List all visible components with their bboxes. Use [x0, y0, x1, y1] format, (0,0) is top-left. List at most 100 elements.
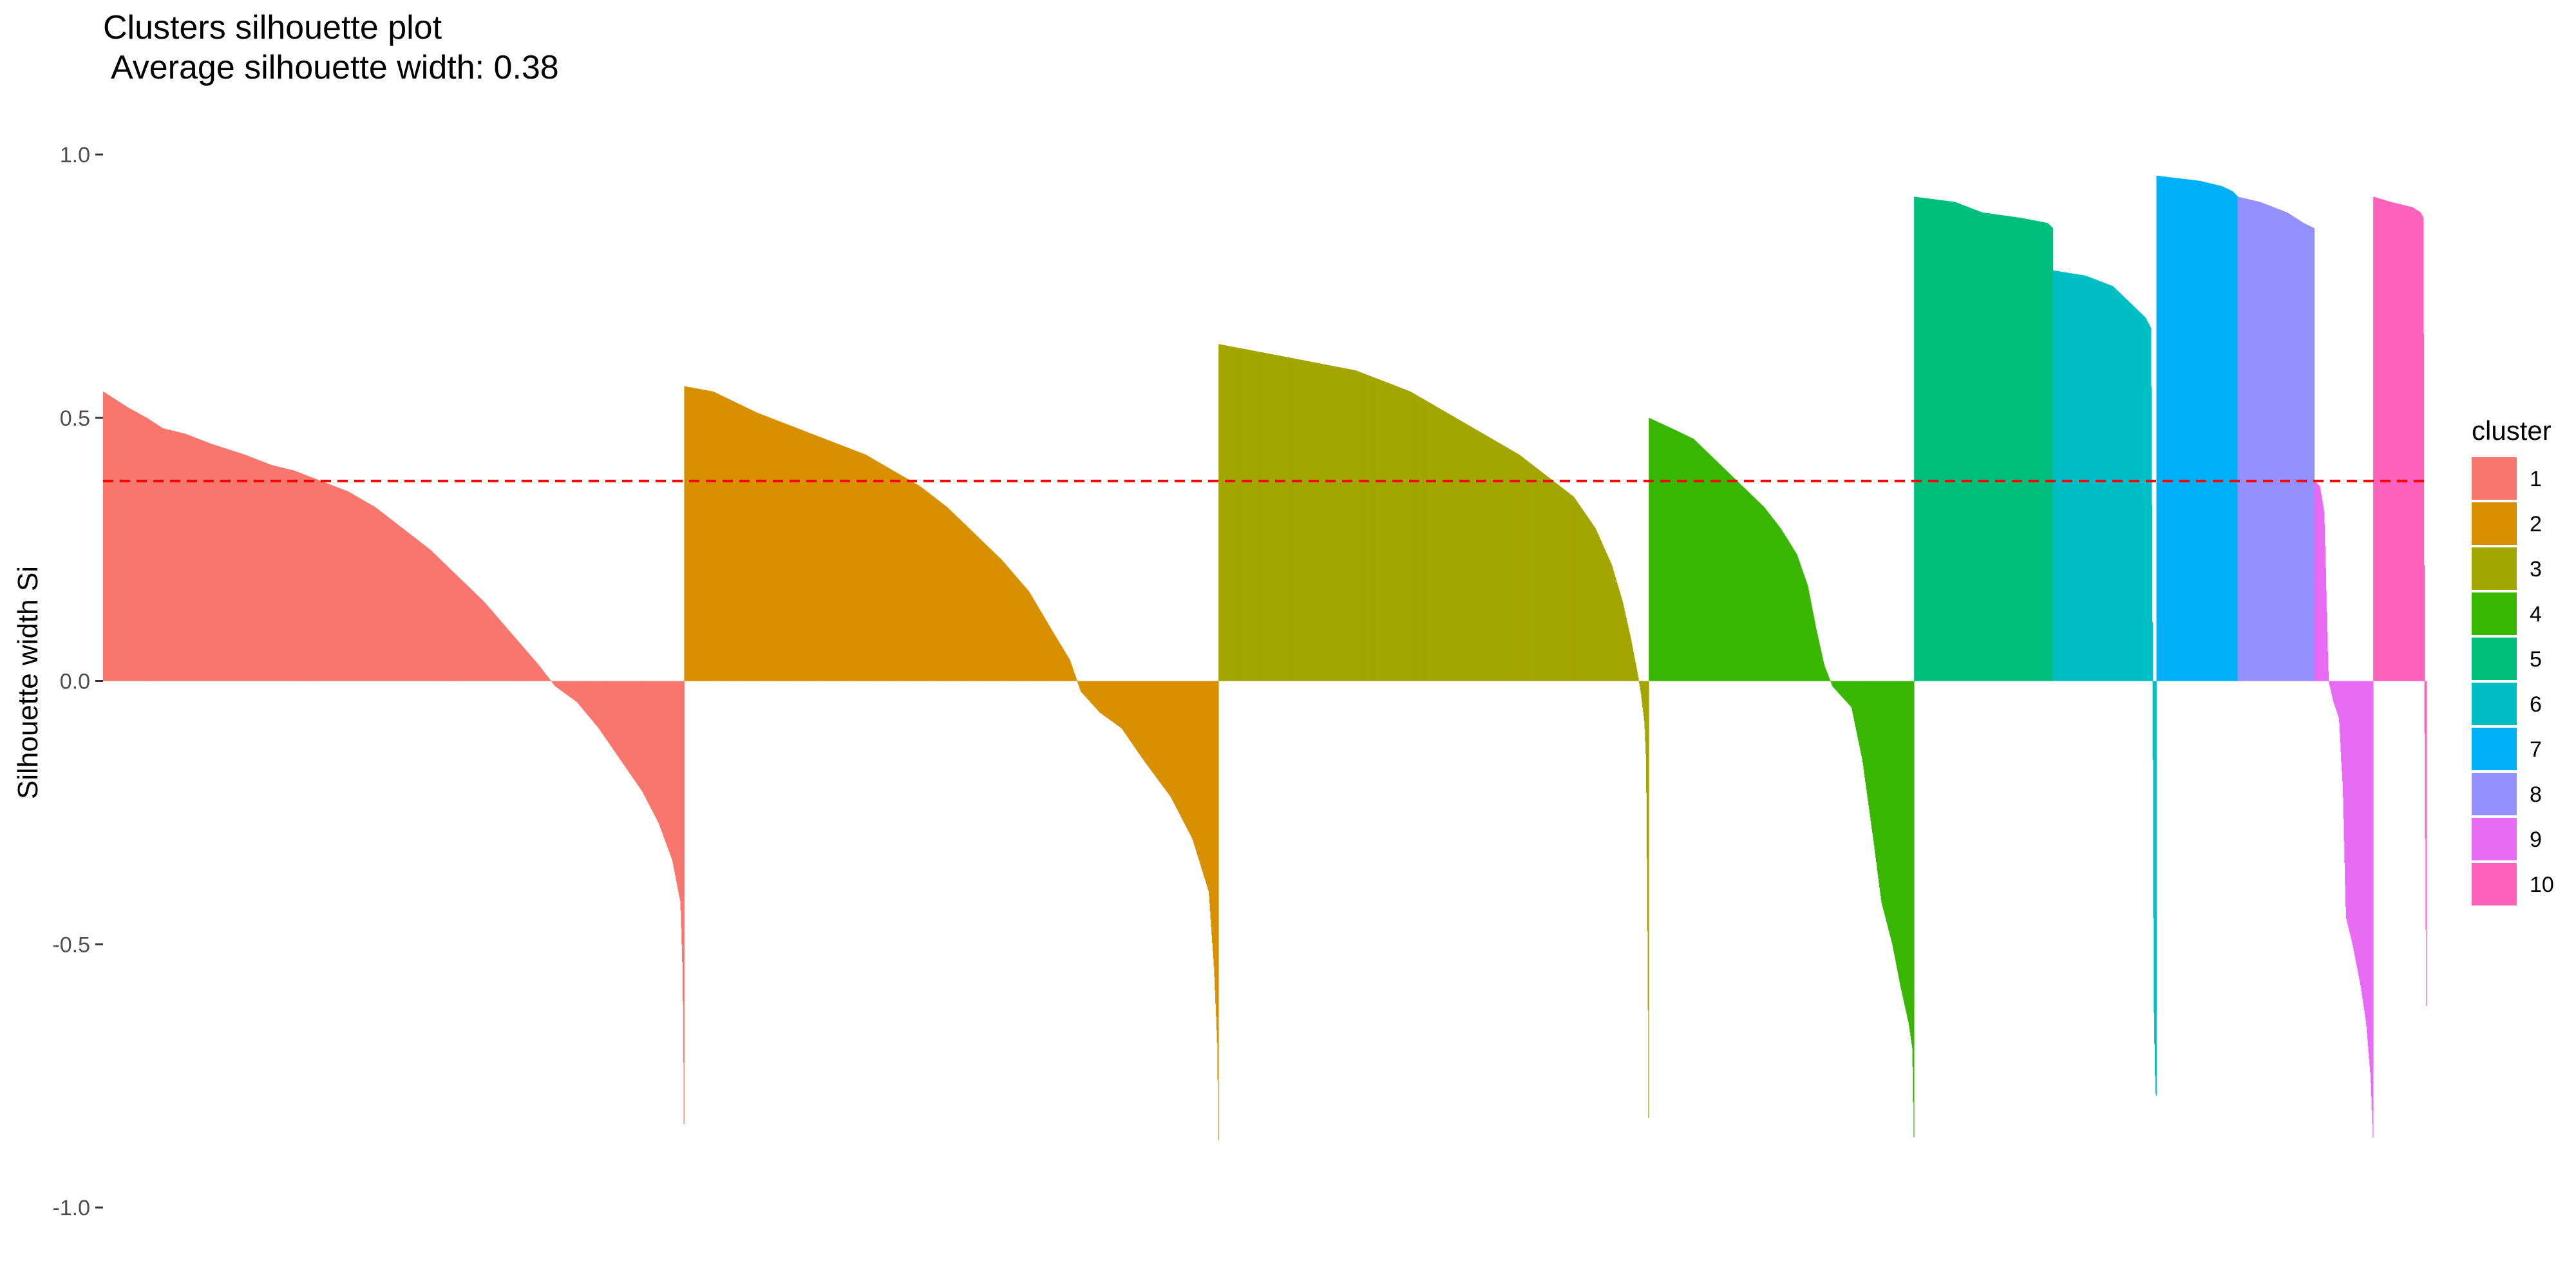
silhouette-bar	[1184, 681, 1186, 825]
silhouette-bar	[1653, 420, 1654, 681]
silhouette-bar	[1309, 361, 1311, 681]
silhouette-bar	[2108, 285, 2110, 681]
silhouette-bar	[1409, 391, 1410, 681]
silhouette-bar	[238, 452, 239, 681]
silhouette-bar	[1369, 375, 1370, 681]
silhouette-bar	[925, 491, 927, 681]
silhouette-bar	[1110, 681, 1112, 721]
silhouette-bar	[194, 437, 196, 681]
silhouette-bar	[2060, 271, 2061, 681]
silhouette-bar	[1269, 354, 1271, 681]
silhouette-bar	[1222, 345, 1224, 681]
silhouette-bar	[1017, 578, 1018, 681]
silhouette-bar	[1598, 535, 1599, 681]
silhouette-bar	[1208, 681, 1209, 891]
silhouette-bar	[2155, 681, 2157, 1096]
silhouette-bar	[506, 627, 507, 681]
silhouette-bar	[1428, 402, 1429, 681]
silhouette-bar	[1900, 681, 1902, 990]
silhouette-bar	[880, 463, 882, 681]
silhouette-bar	[1600, 540, 1602, 681]
silhouette-bar	[649, 681, 650, 806]
silhouette-bar	[484, 603, 486, 681]
silhouette-bar	[598, 681, 600, 728]
silhouette-bar	[571, 681, 573, 699]
silhouette-bar	[900, 475, 902, 681]
silhouette-bar	[731, 400, 732, 681]
silhouette-bar	[2396, 203, 2398, 681]
silhouette-bar	[257, 459, 258, 681]
silhouette-bar	[1568, 493, 1569, 681]
silhouette-bar	[1772, 518, 1774, 681]
silhouette-bar	[2230, 190, 2231, 681]
silhouette-bar	[415, 538, 416, 681]
silhouette-bar	[2268, 205, 2269, 681]
silhouette-bar	[646, 681, 647, 800]
y-tick-label: 1.0	[60, 143, 90, 167]
silhouette-bar	[935, 498, 936, 681]
silhouette-bar	[1882, 681, 1884, 910]
silhouette-bar	[1782, 531, 1783, 681]
silhouette-bar	[984, 543, 985, 681]
silhouette-bar	[308, 476, 310, 681]
silhouette-bar	[1023, 585, 1025, 681]
silhouette-bar	[1918, 197, 1920, 681]
silhouette-bar	[1817, 637, 1819, 681]
silhouette-bar	[826, 439, 828, 681]
silhouette-bar	[109, 395, 111, 681]
silhouette-bar	[2052, 270, 2054, 681]
silhouette-bar	[972, 531, 974, 681]
silhouette-bar	[922, 488, 923, 681]
silhouette-bar	[1343, 368, 1345, 681]
silhouette-bar	[1670, 428, 1671, 681]
silhouette-bar	[1264, 352, 1265, 681]
y-tick-label: 0.0	[60, 670, 90, 694]
silhouette-bar	[2041, 222, 2043, 681]
silhouette-bar	[1570, 494, 1571, 681]
silhouette-bar	[724, 397, 726, 681]
silhouette-bar	[1282, 356, 1283, 681]
silhouette-bar	[735, 402, 737, 681]
silhouette-bar	[1531, 464, 1533, 681]
silhouette-bar	[1390, 384, 1392, 681]
silhouette-bar	[1880, 681, 1881, 896]
silhouette-bar	[2228, 189, 2230, 681]
silhouette-bar	[220, 446, 222, 681]
silhouette-bar	[1484, 435, 1486, 681]
silhouette-bar	[779, 421, 781, 681]
silhouette-bar	[1097, 681, 1098, 710]
silhouette-bar	[2119, 292, 2121, 681]
silhouette-bar	[1340, 367, 1341, 681]
silhouette-bar	[1547, 476, 1548, 681]
silhouette-bar	[1575, 500, 1577, 681]
silhouette-bar	[972, 532, 974, 681]
silhouette-bar	[202, 440, 204, 681]
silhouette-bar	[1053, 632, 1054, 681]
silhouette-bar	[999, 558, 1001, 681]
silhouette-bar	[1311, 361, 1312, 681]
silhouette-bar	[149, 420, 151, 681]
silhouette-bar	[1245, 349, 1247, 681]
silhouette-bar	[1766, 511, 1768, 681]
silhouette-bar	[1826, 671, 1828, 681]
silhouette-bar	[189, 435, 190, 681]
silhouette-bar	[1859, 681, 1861, 748]
silhouette-bar	[576, 681, 578, 703]
silhouette-bar	[350, 493, 352, 681]
silhouette-bar	[1573, 497, 1574, 681]
silhouette-bar	[1473, 428, 1475, 681]
silhouette-bar	[410, 534, 412, 681]
silhouette-bar	[1522, 457, 1524, 681]
silhouette-bar	[1939, 200, 1940, 681]
silhouette-bar	[1433, 404, 1434, 681]
silhouette-bar	[540, 667, 542, 681]
silhouette-bar	[270, 464, 271, 681]
silhouette-bar	[1745, 489, 1747, 681]
silhouette-bar	[1587, 517, 1589, 681]
silhouette-bar	[507, 629, 509, 681]
silhouette-bar	[1289, 357, 1291, 681]
silhouette-bar	[321, 481, 323, 681]
silhouette-bar	[1296, 359, 1298, 681]
silhouette-bar	[1915, 196, 1917, 681]
silhouette-bar	[2184, 178, 2185, 681]
